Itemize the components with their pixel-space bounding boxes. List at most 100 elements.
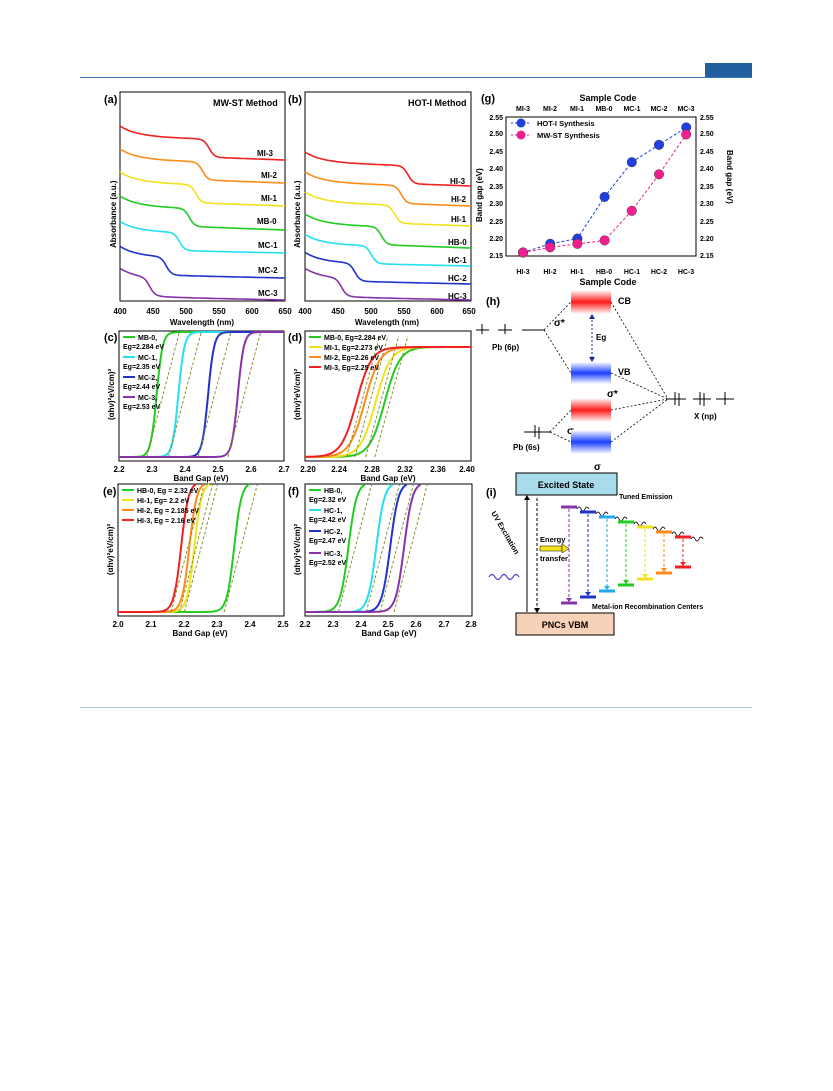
emission-levels (561, 505, 704, 605)
centers-label: Metal-ion Recombination Centers (592, 604, 703, 611)
panel-a-letter: (a) (104, 94, 118, 106)
sigma-star-top: σ* (554, 318, 565, 329)
panel-b-ylabel: Absorbance (a.u.) (293, 180, 302, 248)
tauc-curve-mi-1 (305, 346, 471, 458)
panel-g-ytick: 2.55 (489, 115, 503, 122)
panel-a-xtick: 650 (278, 307, 292, 316)
panel-e-xtick: 2.2 (178, 620, 190, 629)
panel-e-letter: (e) (103, 486, 117, 498)
panel-b-xtick: 450 (331, 307, 345, 316)
panel-a-xtick: 550 (212, 307, 226, 316)
emission-wave-icon (595, 511, 609, 517)
panel-g-right-yticks: 2.15 2.20 2.25 2.30 2.35 2.40 2.45 2.50 … (700, 115, 714, 260)
mo-connectors (543, 301, 669, 443)
panel-c-xlabel: Band Gap (eV) (173, 474, 228, 483)
panel-d-xtick: 2.32 (397, 465, 413, 474)
panel-a-ylabel: Absorbance (a.u.) (109, 180, 118, 248)
absorbance-curve-hc-1 (304, 233, 471, 267)
tangent-line-hb-0 (337, 483, 373, 613)
decay-arrow-head (642, 574, 648, 578)
panel-g-frame (505, 116, 697, 257)
panel-g-bottom-tick: HI-2 (543, 269, 556, 276)
emission-wave-icon (614, 516, 628, 522)
panel-g-bottom-tick: HB-0 (596, 269, 612, 276)
panel-b-xtick: 400 (298, 307, 312, 316)
decay-arrow-head (623, 580, 629, 584)
panel-g-ytick: 2.40 (489, 166, 503, 173)
absorbance-curve-hi-1 (304, 191, 471, 227)
absorbance-curve-hc-2 (304, 251, 471, 285)
legend-text: MW-ST Synthesis (537, 131, 600, 140)
absorbance-curve-mi-3 (119, 125, 285, 161)
panel-g-top-tick: MI-3 (516, 106, 530, 113)
panel-i: (i) Excited State PNCs VBM UV Excitation… (486, 472, 704, 636)
decay-arrow-head (661, 568, 667, 572)
panel-f-legend: HB-0, Eg=2.32 eV HC-1, Eg=2.42 eV HC-2, … (309, 488, 346, 567)
panel-f-xtick: 2.2 (299, 620, 311, 629)
panel-g-ytick: 2.45 (489, 149, 503, 156)
panel-g-ytick: 2.25 (700, 219, 714, 226)
tangent-line-mi-1 (365, 335, 400, 458)
panel-i-letter: (i) (486, 487, 497, 499)
panel-d-xtick: 2.36 (430, 465, 446, 474)
panel-c-xtick: 2.6 (245, 465, 257, 474)
emission-wave-icon (690, 536, 704, 542)
panel-b-xtick: 600 (430, 307, 444, 316)
tangent-line-mi-3 (346, 335, 381, 458)
panel-c: (c) (αhν)²eV/cm)² MB-0, Eg=2.284 eV MC-1… (104, 330, 290, 483)
header-corner-tab (705, 63, 752, 77)
legend-text: MI-1, Eg=2.273 eV (324, 345, 383, 352)
excited-state-box (515, 472, 618, 496)
panel-c-letter: (c) (104, 332, 118, 344)
panel-f: (f) (αhν)²eV/cm)² HB-0, Eg=2.32 eV HC-1,… (288, 483, 477, 638)
tangent-line-hi-1 (183, 483, 219, 613)
tangent-line-hc-3 (393, 483, 428, 613)
decay-arrow-head (585, 592, 591, 596)
tangent-line-mb-0 (374, 335, 409, 458)
panel-a-label-mc2: MC-2 (258, 266, 278, 275)
data-point-mc-2 (654, 169, 665, 180)
panel-g-ytick: 2.35 (489, 184, 503, 191)
tangent-line-mb-0 (146, 330, 181, 458)
tauc-curve-mc-3 (119, 331, 284, 458)
panel-e-ylabel: (αhν)²eV/cm)² (106, 524, 115, 575)
panel-a-xtick: 600 (245, 307, 259, 316)
eg-arrow-head (589, 314, 595, 319)
footer-rule (80, 707, 752, 708)
panel-a-method: MW-ST Method (213, 98, 278, 108)
legend-text: MC-3, (138, 395, 157, 402)
panel-h-letter: (h) (486, 296, 500, 308)
data-point-mb-0 (599, 235, 610, 246)
legend-text: MC-2, (138, 375, 157, 382)
absorbance-curve-hi-3 (304, 151, 471, 187)
panel-g-ytick: 2.40 (700, 166, 714, 173)
panel-a-xtick: 400 (113, 307, 127, 316)
panel-c-xtick: 2.3 (146, 465, 158, 474)
panel-a: (a) MW-ST Method Absorbance (a.u.) MI-3 … (104, 91, 292, 327)
legend-text: Eg=2.47 eV (309, 538, 346, 545)
panel-a-label-mc3: MC-3 (258, 289, 278, 298)
emission-wave-icon (633, 521, 647, 527)
panel-g-ytick: 2.45 (700, 149, 714, 156)
legend-text: Eg=2.53 eV (123, 404, 160, 411)
tuned-emission-label: Tuned Emission (619, 494, 673, 501)
uv-wave-icon (488, 573, 520, 581)
panel-b-frame (304, 91, 472, 302)
panel-c-legend: MB-0, Eg=2.284 eV MC-1, Eg=2.35 eV MC-2,… (123, 335, 164, 411)
absorbance-curve-mc-3 (119, 267, 285, 301)
panel-g-bottom-ticks: HI-3 HI-2 HI-1 HB-0 HC-1 HC-2 HC-3 (516, 269, 694, 276)
panel-d-letter: (d) (288, 332, 302, 344)
absorbance-curve-hi-2 (304, 171, 471, 207)
legend-text: Eg=2.32 eV (309, 497, 346, 504)
absorbance-curve-mi-2 (119, 148, 285, 184)
legend-marker (516, 118, 526, 128)
panel-e-xtick: 2.5 (277, 620, 289, 629)
panel-f-letter: (f) (288, 486, 299, 498)
panel-b-label-hb0: HB-0 (448, 238, 467, 247)
vbm-label: PNCs VBM (542, 620, 589, 630)
panel-e-curves (118, 483, 258, 613)
panel-b-label-hi2: HI-2 (451, 195, 467, 204)
legend-text: MI-2, Eg=2.26 eV (324, 355, 379, 362)
panel-e: (e) (αhν)²eV/cm)² HB-0, Eg = 2.32 eV HI-… (103, 483, 289, 638)
panel-g-ytick: 2.35 (700, 184, 714, 191)
